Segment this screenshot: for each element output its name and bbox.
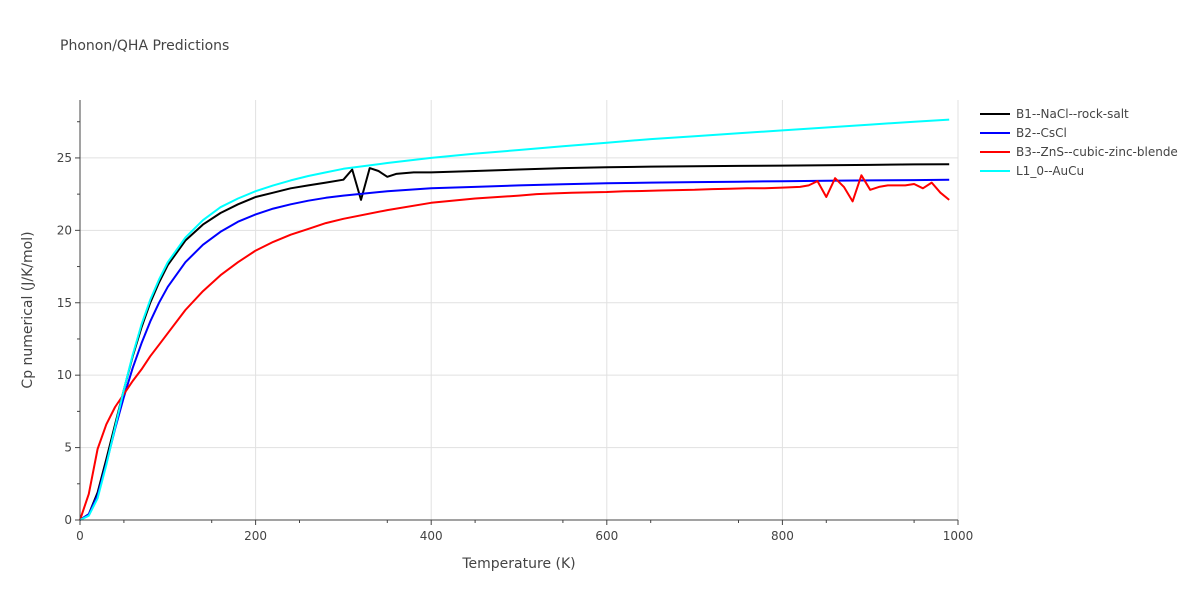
legend-label: B3--ZnS--cubic-zinc-blende [1016, 145, 1178, 159]
y-axis-title: Cp numerical (J/K/mol) [20, 231, 36, 388]
axes: 0 200 400 600 800 1000 0 5 10 15 20 25 [57, 100, 974, 543]
series-line [79, 163, 950, 521]
y-tick-label: 25 [57, 151, 72, 165]
y-tick-label: 5 [64, 441, 72, 455]
x-tick-label: 200 [244, 529, 267, 543]
legend: B1--NaCl--rock-salt B2--CsCl B3--ZnS--cubi… [980, 107, 1178, 178]
y-tick-label: 20 [57, 223, 72, 237]
x-tick-label: 0 [76, 529, 84, 543]
series-line [79, 174, 950, 521]
y-tick-label: 10 [57, 368, 72, 382]
legend-label: B2--CsCl [1016, 126, 1067, 140]
plot-area [79, 118, 950, 521]
grid [80, 100, 959, 520]
x-axis-title: Temperature (K) [461, 556, 575, 572]
x-tick-label: 1000 [943, 529, 974, 543]
chart-title: Phonon/QHA Predictions [60, 38, 229, 54]
legend-label: B1--NaCl--rock-salt [1016, 107, 1129, 121]
legend-label: L1_0--AuCu [1016, 164, 1084, 178]
x-tick-label: 400 [420, 529, 443, 543]
x-tick-label: 600 [595, 529, 618, 543]
x-tick-label: 800 [771, 529, 794, 543]
series-line [79, 178, 950, 521]
y-tick-label: 0 [64, 513, 72, 527]
y-tick-label: 15 [57, 296, 72, 310]
series-line [79, 118, 950, 521]
